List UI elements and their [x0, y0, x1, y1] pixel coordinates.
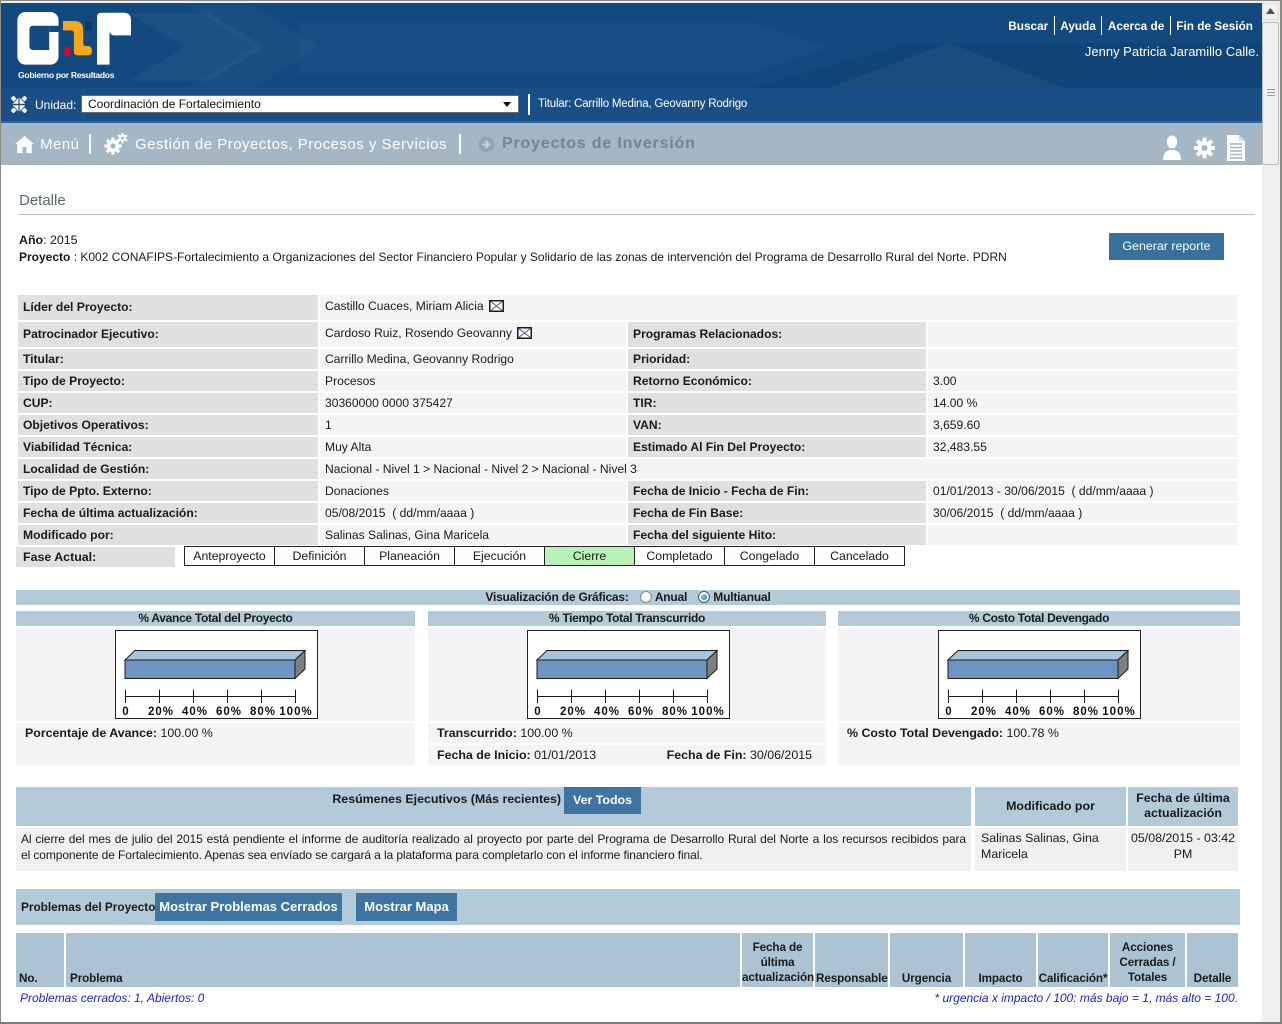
svg-text:80%: 80%: [662, 706, 688, 716]
svg-text:0: 0: [534, 706, 541, 716]
svg-text:40%: 40%: [1005, 706, 1031, 716]
svg-text:0: 0: [122, 706, 129, 716]
svg-text:60%: 60%: [216, 706, 242, 716]
svg-text:80%: 80%: [1073, 706, 1099, 716]
svg-text:20%: 20%: [148, 706, 174, 716]
svg-text:100%: 100%: [1102, 706, 1135, 716]
svg-text:40%: 40%: [182, 706, 208, 716]
svg-text:20%: 20%: [971, 706, 997, 716]
svg-text:80%: 80%: [250, 706, 276, 716]
svg-text:20%: 20%: [560, 706, 586, 716]
svg-text:60%: 60%: [628, 706, 654, 716]
svg-text:100%: 100%: [691, 706, 724, 716]
svg-text:40%: 40%: [594, 706, 620, 716]
svg-text:0: 0: [945, 706, 952, 716]
svg-text:100%: 100%: [279, 706, 312, 716]
svg-text:60%: 60%: [1039, 706, 1065, 716]
